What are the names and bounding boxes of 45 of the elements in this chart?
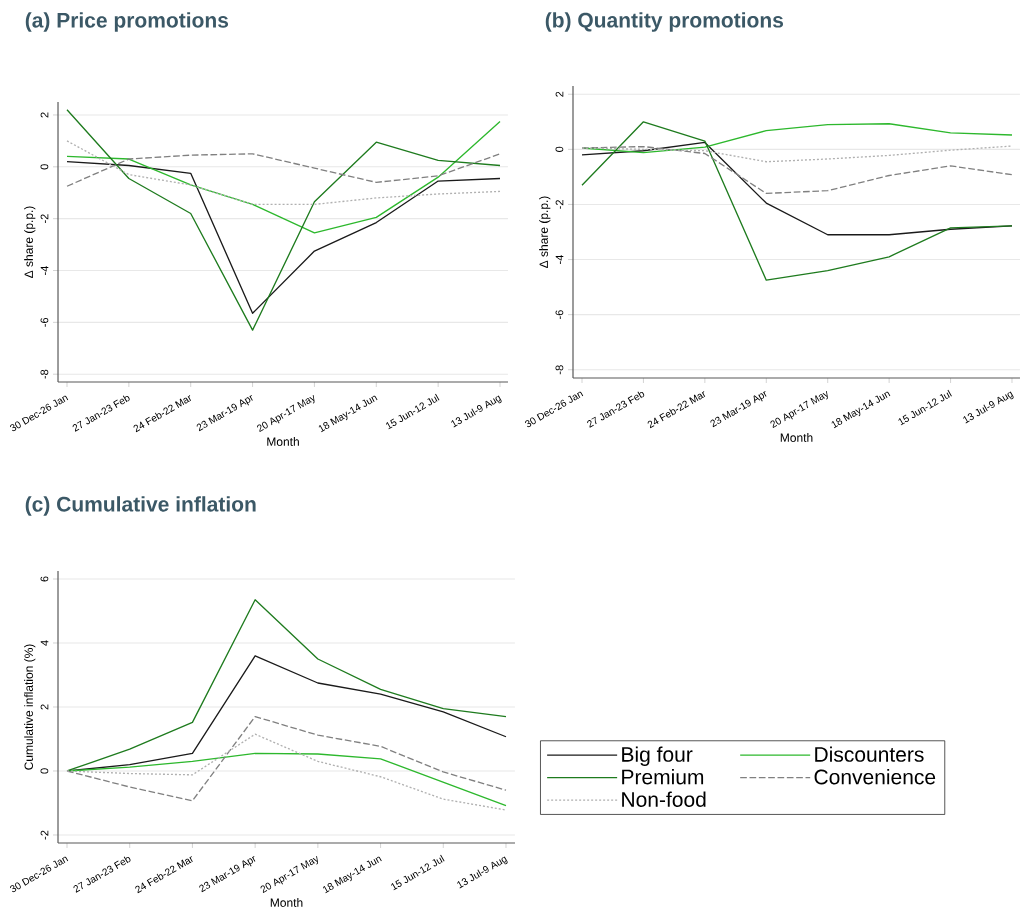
line-series xyxy=(581,145,1013,195)
y-axis-title: Δ share (p.p.) xyxy=(539,196,551,268)
legend-label: Convenience xyxy=(814,768,936,785)
y-tick-label: -2 xyxy=(40,214,49,224)
y-tick-label: 2 xyxy=(555,91,564,97)
line-series xyxy=(66,153,501,187)
y-tick-label: -6 xyxy=(40,317,49,327)
line-series xyxy=(581,121,1013,281)
line-series xyxy=(66,140,501,206)
x-axis-title: Month xyxy=(270,898,303,907)
line-series xyxy=(66,599,507,772)
line-series xyxy=(66,160,501,314)
line-series xyxy=(66,120,501,234)
x-axis-title: Month xyxy=(267,437,299,446)
chart-title: (a) Price promotions xyxy=(25,12,229,32)
y-tick-label: 2 xyxy=(40,704,49,710)
y-tick-label: -4 xyxy=(40,265,49,275)
y-tick-label: -2 xyxy=(40,830,49,840)
x-tick-label: 13 Jul-9 Aug xyxy=(451,395,502,428)
x-tick-label: 13 Jul-9 Aug xyxy=(963,391,1014,424)
line-series xyxy=(66,715,507,802)
y-tick-label: -6 xyxy=(555,310,564,320)
y-tick-label: -4 xyxy=(555,254,564,264)
line-series xyxy=(66,733,507,811)
legend-label: Non-food xyxy=(622,791,706,807)
line-series xyxy=(66,109,501,331)
y-tick-label: -2 xyxy=(555,200,564,209)
y-axis-title: Δ share (p.p.) xyxy=(24,206,36,278)
y-tick-label: 0 xyxy=(555,146,564,152)
y-tick-label: 2 xyxy=(40,112,49,118)
legend-label: Big four xyxy=(622,746,693,767)
y-tick-label: 4 xyxy=(40,640,49,646)
line-series xyxy=(581,145,1013,163)
legend-label: Discounters xyxy=(815,746,924,762)
legend-label: Premium xyxy=(622,768,704,785)
y-tick-label: -8 xyxy=(555,365,564,375)
x-tick-label: 13 Jul-9 Aug xyxy=(457,856,508,889)
y-tick-label: 0 xyxy=(40,164,49,170)
chart-title: (c) Cumulative inflation xyxy=(25,496,256,516)
y-tick-label: 6 xyxy=(40,576,49,582)
chart-title: (b) Quantity promotions xyxy=(545,12,783,32)
y-tick-label: -8 xyxy=(40,369,49,379)
x-axis-title: Month xyxy=(780,433,813,442)
y-tick-label: 0 xyxy=(40,768,49,774)
y-axis-title: Cumulative inflation (%) xyxy=(24,644,36,770)
